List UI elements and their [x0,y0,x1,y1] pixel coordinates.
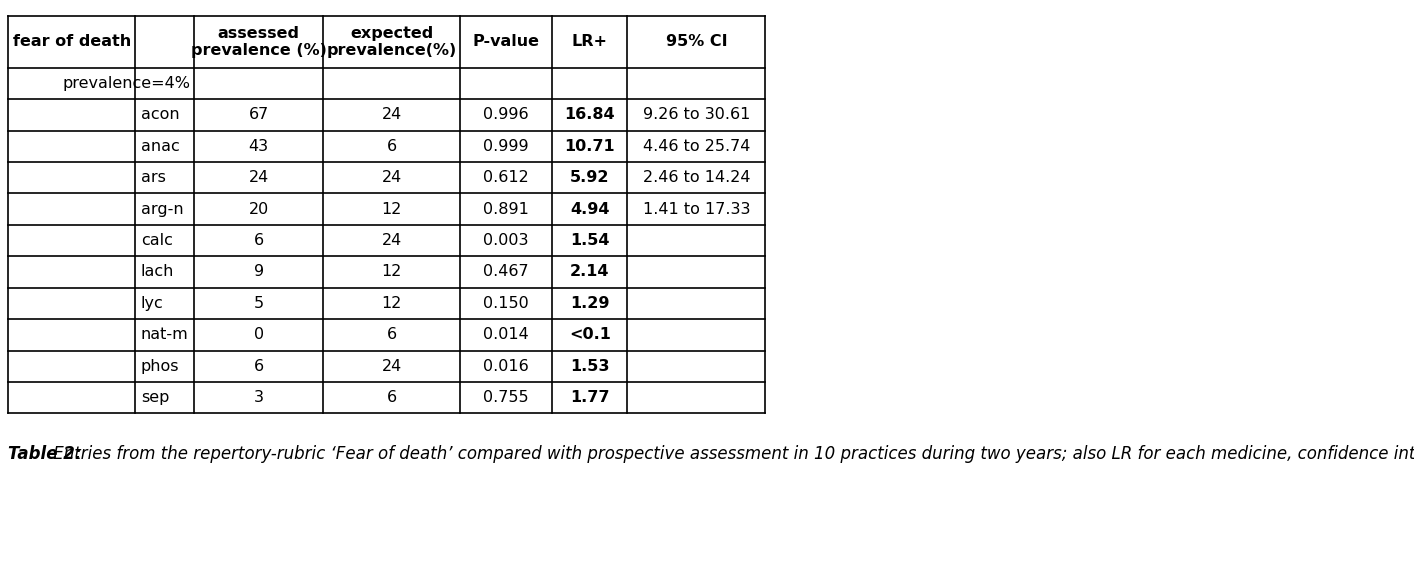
Text: 43: 43 [249,139,269,154]
Text: 5.92: 5.92 [570,170,609,185]
Text: 6: 6 [386,390,397,405]
Text: expected
prevalence(%): expected prevalence(%) [327,25,457,58]
Text: 24: 24 [249,170,269,185]
Text: 24: 24 [382,359,402,373]
Text: acon: acon [141,107,180,122]
Text: 4.46 to 25.74: 4.46 to 25.74 [643,139,749,154]
Text: 24: 24 [382,170,402,185]
Text: 5: 5 [253,296,264,311]
Text: 9: 9 [253,265,264,280]
Text: phos: phos [141,359,180,373]
Text: 1.54: 1.54 [570,233,609,248]
Text: 0.999: 0.999 [484,139,529,154]
Text: 12: 12 [382,265,402,280]
Text: 0.003: 0.003 [484,233,529,248]
Text: 3: 3 [253,390,264,405]
Text: 24: 24 [382,233,402,248]
Text: 20: 20 [249,201,269,217]
Text: 1.77: 1.77 [570,390,609,405]
Text: <0.1: <0.1 [568,327,611,342]
Text: 2.14: 2.14 [570,265,609,280]
Text: nat-m: nat-m [141,327,188,342]
Text: 0.996: 0.996 [484,107,529,122]
Text: 0.891: 0.891 [484,201,529,217]
Text: 0.755: 0.755 [484,390,529,405]
Text: sep: sep [141,390,170,405]
Text: assessed
prevalence (%): assessed prevalence (%) [191,25,327,58]
Text: lyc: lyc [141,296,164,311]
Text: 9.26 to 30.61: 9.26 to 30.61 [643,107,749,122]
Text: ars: ars [141,170,165,185]
Text: 0.467: 0.467 [484,265,529,280]
Text: lach: lach [141,265,174,280]
Text: 16.84: 16.84 [564,107,615,122]
Text: 2.46 to 14.24: 2.46 to 14.24 [642,170,751,185]
Text: 1.29: 1.29 [570,296,609,311]
Text: 6: 6 [386,139,397,154]
Text: 0.016: 0.016 [484,359,529,373]
Text: 4.94: 4.94 [570,201,609,217]
Text: 6: 6 [253,233,264,248]
Text: 12: 12 [382,201,402,217]
Text: prevalence=4%: prevalence=4% [62,76,189,91]
Text: fear of death: fear of death [13,34,132,49]
Text: 1.41 to 17.33: 1.41 to 17.33 [642,201,751,217]
Text: 0: 0 [253,327,264,342]
Text: Table 2:: Table 2: [7,445,81,463]
Text: 24: 24 [382,107,402,122]
Text: 0.612: 0.612 [484,170,529,185]
Text: 12: 12 [382,296,402,311]
Text: Entries from the repertory-rubric ‘Fear of death’ compared with prospective asse: Entries from the repertory-rubric ‘Fear … [48,445,1414,463]
Text: 95% CI: 95% CI [666,34,727,49]
Text: 6: 6 [253,359,264,373]
Text: arg-n: arg-n [141,201,184,217]
Text: 6: 6 [386,327,397,342]
Text: P-value: P-value [472,34,540,49]
Text: calc: calc [141,233,173,248]
Text: 0.014: 0.014 [484,327,529,342]
Text: 10.71: 10.71 [564,139,615,154]
Text: anac: anac [141,139,180,154]
Text: 67: 67 [249,107,269,122]
Text: 0.150: 0.150 [484,296,529,311]
Text: 1.53: 1.53 [570,359,609,373]
Text: LR+: LR+ [571,34,608,49]
